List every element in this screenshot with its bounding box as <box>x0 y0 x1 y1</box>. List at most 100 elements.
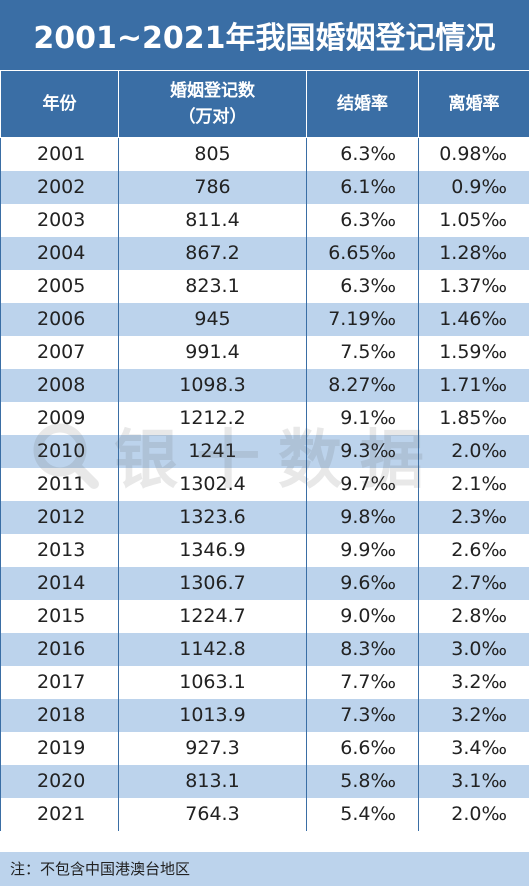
cell-marriage-rate: 7.19‰ <box>306 303 419 336</box>
cell-divorce-rate: 2.0‰ <box>418 435 529 468</box>
cell-divorce-rate: 1.46‰ <box>418 303 529 336</box>
table-row: 2015 1224.7 9.0‰ 2.8‰ <box>0 600 529 633</box>
table-row: 2009 1212.2 9.1‰ 1.85‰ <box>0 402 529 435</box>
cell-marriage-rate: 8.3‰ <box>306 633 419 666</box>
cell-marriage-rate: 9.8‰ <box>306 501 419 534</box>
cell-count: 811.4 <box>118 204 307 237</box>
marriage-table: 年份 婚姻登记数 （万对） 结婚率 离婚率 2001 805 6.3‰ 0.98‰ 20… <box>0 70 529 831</box>
cell-count: 1302.4 <box>118 468 307 501</box>
cell-divorce-rate: 1.71‰ <box>418 369 529 402</box>
cell-count: 1346.9 <box>118 534 307 567</box>
cell-year: 2016 <box>0 633 119 666</box>
header-year: 年份 <box>0 70 119 138</box>
cell-count: 805 <box>118 137 307 171</box>
cell-marriage-rate: 9.3‰ <box>306 435 419 468</box>
table-row: 2020 813.1 5.8‰ 3.1‰ <box>0 765 529 798</box>
cell-year: 2017 <box>0 666 119 699</box>
cell-count: 1063.1 <box>118 666 307 699</box>
cell-count: 1241 <box>118 435 307 468</box>
cell-count: 813.1 <box>118 765 307 798</box>
cell-marriage-rate: 7.7‰ <box>306 666 419 699</box>
cell-marriage-rate: 6.65‰ <box>306 237 419 270</box>
cell-year: 2003 <box>0 204 119 237</box>
cell-year: 2005 <box>0 270 119 303</box>
table-row: 2002 786 6.1‰ 0.9‰ <box>0 171 529 204</box>
cell-year: 2011 <box>0 468 119 501</box>
table-row: 2021 764.3 5.4‰ 2.0‰ <box>0 798 529 831</box>
cell-marriage-rate: 6.6‰ <box>306 732 419 765</box>
cell-marriage-rate: 9.7‰ <box>306 468 419 501</box>
cell-marriage-rate: 5.8‰ <box>306 765 419 798</box>
cell-divorce-rate: 3.2‰ <box>418 666 529 699</box>
cell-year: 2013 <box>0 534 119 567</box>
cell-divorce-rate: 1.85‰ <box>418 402 529 435</box>
cell-year: 2010 <box>0 435 119 468</box>
cell-year: 2001 <box>0 137 119 171</box>
cell-count: 823.1 <box>118 270 307 303</box>
footnote: 注：不包含中国港澳台地区 <box>0 852 529 886</box>
cell-divorce-rate: 3.4‰ <box>418 732 529 765</box>
cell-count: 1306.7 <box>118 567 307 600</box>
cell-year: 2015 <box>0 600 119 633</box>
cell-year: 2009 <box>0 402 119 435</box>
table-row: 2008 1098.3 8.27‰ 1.71‰ <box>0 369 529 402</box>
cell-count: 945 <box>118 303 307 336</box>
cell-count: 927.3 <box>118 732 307 765</box>
table-row: 2017 1063.1 7.7‰ 3.2‰ <box>0 666 529 699</box>
cell-year: 2004 <box>0 237 119 270</box>
cell-divorce-rate: 1.05‰ <box>418 204 529 237</box>
table-row: 2007 991.4 7.5‰ 1.59‰ <box>0 336 529 369</box>
cell-count: 1323.6 <box>118 501 307 534</box>
cell-count: 1224.7 <box>118 600 307 633</box>
cell-divorce-rate: 3.2‰ <box>418 699 529 732</box>
cell-divorce-rate: 3.0‰ <box>418 633 529 666</box>
header-count: 婚姻登记数 （万对） <box>118 70 307 138</box>
table-row: 2010 1241 9.3‰ 2.0‰ <box>0 435 529 468</box>
cell-marriage-rate: 7.3‰ <box>306 699 419 732</box>
cell-divorce-rate: 0.98‰ <box>418 137 529 171</box>
cell-divorce-rate: 1.59‰ <box>418 336 529 369</box>
header-marriage-rate: 结婚率 <box>306 70 419 138</box>
cell-divorce-rate: 1.37‰ <box>418 270 529 303</box>
cell-year: 2019 <box>0 732 119 765</box>
table-row: 2013 1346.9 9.9‰ 2.6‰ <box>0 534 529 567</box>
cell-year: 2012 <box>0 501 119 534</box>
cell-marriage-rate: 6.3‰ <box>306 204 419 237</box>
cell-year: 2018 <box>0 699 119 732</box>
cell-marriage-rate: 9.9‰ <box>306 534 419 567</box>
cell-count: 867.2 <box>118 237 307 270</box>
table-row: 2003 811.4 6.3‰ 1.05‰ <box>0 204 529 237</box>
cell-count: 1142.8 <box>118 633 307 666</box>
cell-marriage-rate: 9.0‰ <box>306 600 419 633</box>
cell-count: 1013.9 <box>118 699 307 732</box>
cell-year: 2021 <box>0 798 119 831</box>
cell-year: 2014 <box>0 567 119 600</box>
header-divorce-rate: 离婚率 <box>418 70 529 138</box>
header-count-line1: 婚姻登记数 <box>170 81 255 101</box>
table-row: 2004 867.2 6.65‰ 1.28‰ <box>0 237 529 270</box>
table-row: 2006 945 7.19‰ 1.46‰ <box>0 303 529 336</box>
cell-divorce-rate: 3.1‰ <box>418 765 529 798</box>
table-row: 2016 1142.8 8.3‰ 3.0‰ <box>0 633 529 666</box>
cell-marriage-rate: 5.4‰ <box>306 798 419 831</box>
table-row: 2012 1323.6 9.8‰ 2.3‰ <box>0 501 529 534</box>
cell-divorce-rate: 2.1‰ <box>418 468 529 501</box>
cell-year: 2020 <box>0 765 119 798</box>
cell-divorce-rate: 2.3‰ <box>418 501 529 534</box>
table-row: 2011 1302.4 9.7‰ 2.1‰ <box>0 468 529 501</box>
cell-count: 786 <box>118 171 307 204</box>
page-title: 2001~2021年我国婚姻登记情况 <box>0 0 529 70</box>
cell-divorce-rate: 1.28‰ <box>418 237 529 270</box>
cell-year: 2002 <box>0 171 119 204</box>
table-body: 2001 805 6.3‰ 0.98‰ 2002 786 6.1‰ 0.9‰ 2003 811.4… <box>0 137 529 831</box>
header-count-line2: （万对） <box>178 107 247 127</box>
table-row: 2014 1306.7 9.6‰ 2.7‰ <box>0 567 529 600</box>
cell-divorce-rate: 0.9‰ <box>418 171 529 204</box>
table-row: 2018 1013.9 7.3‰ 3.2‰ <box>0 699 529 732</box>
table-row: 2019 927.3 6.6‰ 3.4‰ <box>0 732 529 765</box>
table-row: 2001 805 6.3‰ 0.98‰ <box>0 137 529 171</box>
cell-year: 2006 <box>0 303 119 336</box>
cell-year: 2008 <box>0 369 119 402</box>
cell-year: 2007 <box>0 336 119 369</box>
cell-marriage-rate: 9.6‰ <box>306 567 419 600</box>
